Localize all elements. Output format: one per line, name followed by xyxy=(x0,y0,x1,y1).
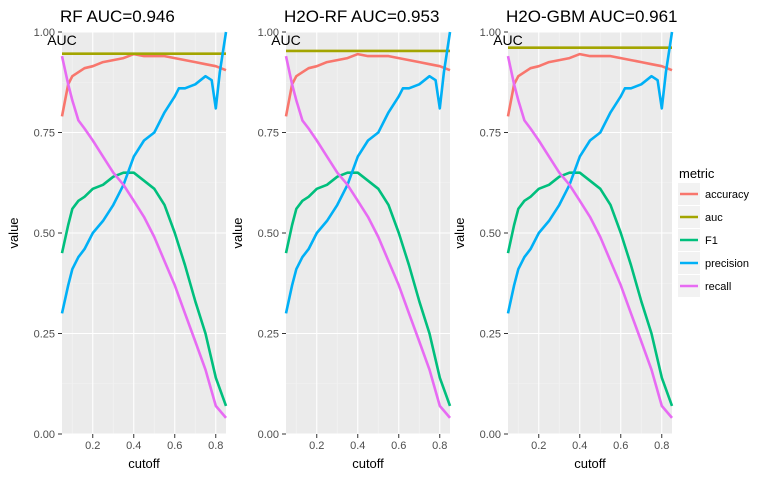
auc-annotation: AUC xyxy=(271,32,301,48)
legend-item-f1: F1 xyxy=(678,229,718,251)
series-line-precision xyxy=(60,31,228,314)
legend-label: precision xyxy=(705,258,749,270)
y-tick-label: 1.00 xyxy=(34,27,55,39)
y-tick-label: 0.75 xyxy=(258,128,279,140)
series-line-f1 xyxy=(60,171,228,407)
panel-2: AUC 0.2 0.4 0.6 0.8 0.00 0.25 0.50 0.75 1.00 H2O-R… xyxy=(230,7,452,471)
x-axis-label: cutoff xyxy=(128,456,160,471)
legend-title: metric xyxy=(679,166,715,181)
y-tick-label: 0.50 xyxy=(34,228,55,240)
x-axis-label: cutoff xyxy=(574,456,606,471)
y-axis-label: value xyxy=(230,217,245,248)
x-tick-label: 0.4 xyxy=(350,440,365,452)
x-tick-label: 0.4 xyxy=(126,440,141,452)
series-line-f1 xyxy=(506,171,674,407)
auc-annotation: AUC xyxy=(493,32,523,48)
y-tick-label: 1.00 xyxy=(480,27,501,39)
series-line-precision xyxy=(284,31,452,314)
series-line-f1 xyxy=(284,171,452,407)
y-tick-label: 0.50 xyxy=(480,228,501,240)
x-tick-label: 0.6 xyxy=(167,440,182,452)
y-tick-label: 0.75 xyxy=(480,128,501,140)
legend-label: F1 xyxy=(705,235,718,247)
x-axis-label: cutoff xyxy=(352,456,384,471)
y-tick-label: 0.75 xyxy=(34,128,55,140)
y-tick-label: 0.00 xyxy=(34,429,55,441)
legend-item-precision: precision xyxy=(678,252,749,274)
panel-3: AUC 0.2 0.4 0.6 0.8 0.00 0.25 0.50 0.75 1.00 H2O-G… xyxy=(452,7,678,471)
y-tick-label: 0.50 xyxy=(258,228,279,240)
x-tick-label: 0.8 xyxy=(654,440,669,452)
x-tick-label: 0.2 xyxy=(531,440,546,452)
y-tick-label: 0.00 xyxy=(480,429,501,441)
series-line-recall xyxy=(284,55,451,419)
x-tick-label: 0.4 xyxy=(572,440,587,452)
x-tick-label: 0.2 xyxy=(309,440,324,452)
x-tick-label: 0.6 xyxy=(613,440,628,452)
x-tick-label: 0.8 xyxy=(432,440,447,452)
legend-label: auc xyxy=(705,212,723,224)
panel-title: H2O-GBM AUC=0.961 xyxy=(506,7,678,26)
x-tick-label: 0.2 xyxy=(85,440,100,452)
legend-item-accuracy: accuracy xyxy=(678,183,750,205)
y-tick-label: 1.00 xyxy=(258,27,279,39)
series-line-precision xyxy=(506,31,674,314)
legend: metric accuracy auc F1 precision recall xyxy=(678,166,750,297)
y-axis-label: value xyxy=(6,217,21,248)
legend-item-auc: auc xyxy=(678,206,723,228)
y-tick-label: 0.25 xyxy=(34,329,55,341)
legend-label: accuracy xyxy=(705,189,750,201)
x-tick-label: 0.6 xyxy=(391,440,406,452)
series-line-recall xyxy=(506,55,673,419)
series-line-accuracy xyxy=(506,52,673,117)
y-tick-label: 0.00 xyxy=(258,429,279,441)
legend-label: recall xyxy=(705,281,731,293)
panel-title: H2O-RF AUC=0.953 xyxy=(284,7,439,26)
panel-1: AUC 0.2 0.4 0.6 0.8 0.00 0.25 0.50 0.75 1.00 RF AU… xyxy=(6,7,228,471)
y-tick-label: 0.25 xyxy=(258,329,279,341)
auc-annotation: AUC xyxy=(47,32,77,48)
legend-item-recall: recall xyxy=(678,275,731,297)
y-tick-label: 0.25 xyxy=(480,329,501,341)
series-line-recall xyxy=(60,55,227,419)
panel-title: RF AUC=0.946 xyxy=(60,7,175,26)
x-tick-label: 0.8 xyxy=(208,440,223,452)
series-line-accuracy xyxy=(284,52,451,117)
y-axis-label: value xyxy=(452,217,467,248)
